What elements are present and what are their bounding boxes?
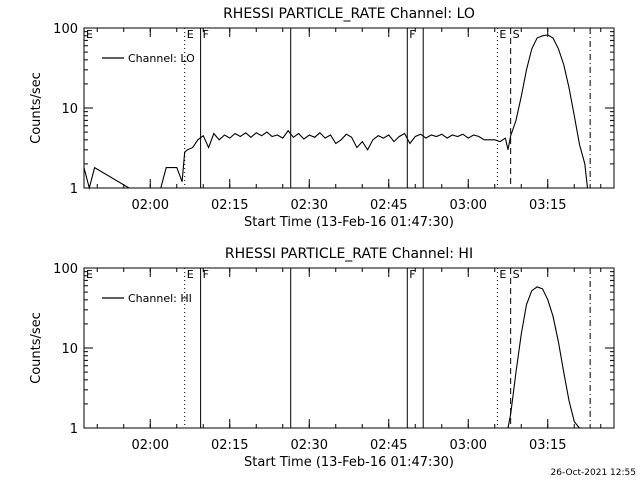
panel-2-y-tick-label: 10 xyxy=(61,342,78,357)
panel-2-x-tick-label: 02:45 xyxy=(370,438,407,453)
panel-2-x-tick-label: 03:00 xyxy=(450,438,487,453)
panel-2-y-axis-label: Counts/sec xyxy=(29,312,44,384)
panel-1-edge-marker-label: E xyxy=(86,28,93,41)
panel-1-x-tick-label: 03:15 xyxy=(529,198,566,213)
panel-1-chart-title: RHESSI PARTICLE_RATE Channel: LO xyxy=(223,6,475,22)
panel-1-event-marker-label: S xyxy=(513,28,520,41)
plot-timestamp: 26-Oct-2021 12:55 xyxy=(550,468,636,478)
panel-2-x-tick-label: 02:00 xyxy=(132,438,169,453)
panel-1-x-tick-label: 03:00 xyxy=(450,198,487,213)
panel-2-x-axis-label: Start Time (13-Feb-16 01:47:30) xyxy=(244,455,454,470)
panel-2-y-tick-label: 100 xyxy=(53,262,78,277)
panel-2-y-tick-label: 1 xyxy=(70,422,78,437)
panel-2-event-marker-label: F xyxy=(409,268,415,281)
panel-1-event-marker-label: E xyxy=(499,28,506,41)
panel-1-series-line-channel-lo xyxy=(83,34,589,191)
panel-1-x-tick-label: 02:30 xyxy=(291,198,328,213)
panel-2-chart-title: RHESSI PARTICLE_RATE Channel: HI xyxy=(225,246,473,262)
panel-1-event-marker-label: F xyxy=(203,28,209,41)
panel-1-y-tick-label: 1 xyxy=(70,182,78,197)
panel-1-event-marker-label: E xyxy=(187,28,194,41)
panel-2-x-tick-label: 03:15 xyxy=(529,438,566,453)
panel-1-event-marker-label: F xyxy=(409,28,415,41)
panel-2-event-marker-label: E xyxy=(499,268,506,281)
panel-1-x-axis-label: Start Time (13-Feb-16 01:47:30) xyxy=(244,215,454,230)
panel-2-series-line-channel-hi xyxy=(507,286,580,429)
panel-1-y-tick-label: 10 xyxy=(61,102,78,117)
panel-2-event-marker-label: S xyxy=(513,268,520,281)
panel-1-y-axis-label: Counts/sec xyxy=(29,72,44,144)
panel-2-x-tick-label: 02:15 xyxy=(211,438,248,453)
panel-2-x-tick-label: 02:30 xyxy=(291,438,328,453)
panel-1-x-tick-label: 02:15 xyxy=(211,198,248,213)
panel-1-x-tick-label: 02:45 xyxy=(370,198,407,213)
panel-2-legend-entry: Channel: HI xyxy=(128,292,192,305)
panel-1-legend-entry: Channel: LO xyxy=(128,52,195,65)
panel-1-x-tick-label: 02:00 xyxy=(132,198,169,213)
panel-2-event-marker-label: F xyxy=(203,268,209,281)
panel-2-edge-marker-label: E xyxy=(86,268,93,281)
panel-1-y-tick-label: 100 xyxy=(53,22,78,37)
panel-2-event-marker-label: E xyxy=(187,268,194,281)
